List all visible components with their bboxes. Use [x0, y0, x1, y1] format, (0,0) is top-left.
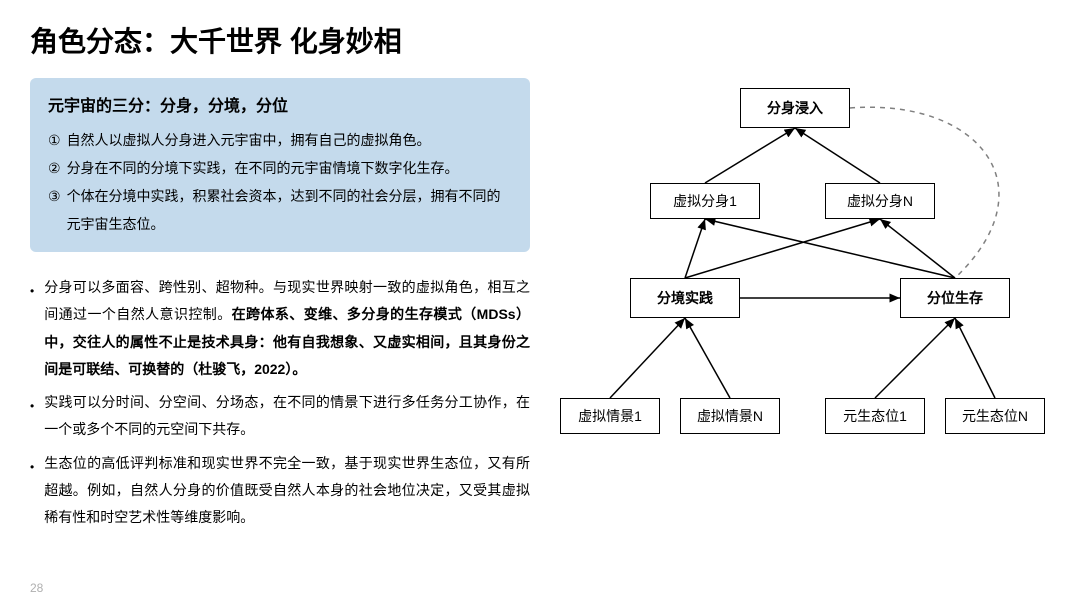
bullet-list: •分身可以多面容、跨性别、超物种。与现实世界映射一致的虚拟角色，相互之间通过一个…: [30, 274, 530, 532]
numbered-item: ③个体在分境中实践，积累社会资本，达到不同的社会分层，拥有不同的元宇宙生态位。: [48, 182, 512, 238]
diagram-node-vsn: 虚拟分身N: [825, 183, 935, 219]
slide-title: 角色分态：大千世界 化身妙相: [30, 20, 1050, 60]
item-number: ③: [48, 182, 61, 238]
bluebox-heading: 元宇宙的三分：分身，分境，分位: [48, 92, 512, 116]
bullet-dot: •: [30, 274, 34, 383]
diagram-edge: [610, 318, 685, 398]
bullet-item: •实践可以分时间、分空间、分场态，在不同的情景下进行多任务分工协作，在一个或多个…: [30, 389, 530, 444]
diagram-node-sw: 分位生存: [900, 278, 1010, 318]
bullet-item: •生态位的高低评判标准和现实世界不完全一致，基于现实世界生态位，又有所超越。例如…: [30, 450, 530, 532]
item-text: 个体在分境中实践，积累社会资本，达到不同的社会分层，拥有不同的元宇宙生态位。: [67, 182, 512, 238]
diagram-edge: [685, 318, 730, 398]
bullet-dot: •: [30, 389, 34, 444]
item-number: ②: [48, 154, 61, 182]
tree-diagram: 分身浸入虚拟分身1 虚拟分身N 分境实践 分位生存虚拟情景1 虚拟情景N 元生态位1 元生态…: [550, 78, 1050, 448]
diagram-edge: [705, 219, 955, 278]
numbered-list: ①自然人以虚拟人分身进入元宇宙中，拥有自己的虚拟角色。②分身在不同的分境下实践，…: [48, 126, 512, 238]
diagram-node-sj: 分境实践: [630, 278, 740, 318]
item-text: 自然人以虚拟人分身进入元宇宙中，拥有自己的虚拟角色。: [67, 126, 431, 154]
diagram-node-vs1: 虚拟分身1: [650, 183, 760, 219]
diagram-svg: [550, 78, 1050, 448]
diagram-edge: [880, 219, 955, 278]
page-number: 28: [30, 581, 43, 595]
bullet-item: •分身可以多面容、跨性别、超物种。与现实世界映射一致的虚拟角色，相互之间通过一个…: [30, 274, 530, 383]
bullet-text: 分身可以多面容、跨性别、超物种。与现实世界映射一致的虚拟角色，相互之间通过一个自…: [44, 274, 530, 383]
diagram-node-cj1: 虚拟情景1: [560, 398, 660, 434]
diagram-edge: [705, 128, 795, 183]
diagram-node-econ: 元生态位N: [945, 398, 1045, 434]
right-column: 分身浸入虚拟分身1 虚拟分身N 分境实践 分位生存虚拟情景1 虚拟情景N 元生态位1 元生态…: [550, 78, 1050, 538]
diagram-edge: [955, 318, 995, 398]
diagram-edge: [685, 219, 880, 278]
diagram-node-eco1: 元生态位1: [825, 398, 925, 434]
diagram-edge: [685, 219, 705, 278]
bullet-text: 生态位的高低评判标准和现实世界不完全一致，基于现实世界生态位，又有所超越。例如，…: [44, 450, 530, 532]
numbered-item: ②分身在不同的分境下实践，在不同的元宇宙情境下数字化生存。: [48, 154, 512, 182]
diagram-node-cjn: 虚拟情景N: [680, 398, 780, 434]
numbered-item: ①自然人以虚拟人分身进入元宇宙中，拥有自己的虚拟角色。: [48, 126, 512, 154]
diagram-node-root: 分身浸入: [740, 88, 850, 128]
item-number: ①: [48, 126, 61, 154]
bullet-dot: •: [30, 450, 34, 532]
bluebox: 元宇宙的三分：分身，分境，分位 ①自然人以虚拟人分身进入元宇宙中，拥有自己的虚拟…: [30, 78, 530, 252]
item-text: 分身在不同的分境下实践，在不同的元宇宙情境下数字化生存。: [67, 154, 459, 182]
diagram-edge: [875, 318, 955, 398]
diagram-edge: [795, 128, 880, 183]
left-column: 元宇宙的三分：分身，分境，分位 ①自然人以虚拟人分身进入元宇宙中，拥有自己的虚拟…: [30, 78, 530, 538]
bullet-text: 实践可以分时间、分空间、分场态，在不同的情景下进行多任务分工协作，在一个或多个不…: [44, 389, 530, 444]
